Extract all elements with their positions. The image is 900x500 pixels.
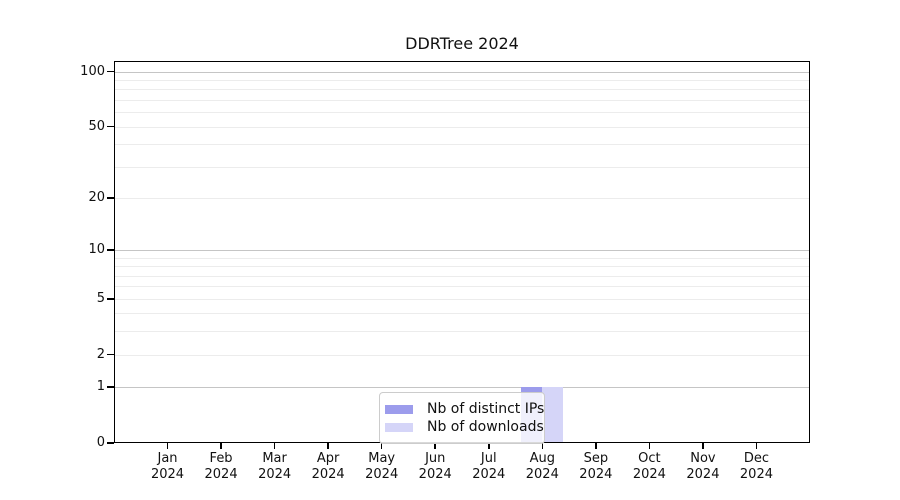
x-tick-label: Feb 2024 (191, 451, 251, 483)
y-tick (107, 353, 114, 356)
x-tick-label-month: Jun (425, 451, 446, 466)
minor-gridline (114, 99, 810, 101)
x-tick-label: Aug 2024 (512, 451, 572, 483)
y-tick-label: 2 (96, 346, 105, 362)
legend-label: Nb of distinct IPs (427, 401, 545, 417)
minor-gridline (114, 275, 810, 277)
x-tick (380, 443, 383, 449)
x-tick-label-month: Mar (262, 451, 287, 466)
y-tick-label: 100 (80, 63, 105, 79)
x-tick-label-month: May (368, 451, 396, 466)
x-tick (434, 443, 436, 449)
x-tick-label: Nov 2024 (673, 451, 733, 483)
x-tick-label-year: 2024 (686, 467, 720, 482)
y-tick-label: 1 (96, 379, 105, 395)
x-tick-label-year: 2024 (579, 467, 613, 482)
x-tick-label-month: Aug (529, 451, 555, 466)
y-tick (107, 70, 114, 73)
x-tick-label: Apr 2024 (298, 451, 358, 483)
y-tick-label: 50 (88, 118, 105, 134)
legend-swatch-downloads (385, 422, 413, 432)
legend-swatch-distinct-ips (385, 404, 413, 414)
x-tick-label-month: Dec (743, 451, 770, 466)
x-tick-label-year: 2024 (739, 467, 773, 482)
x-tick-label: Sep 2024 (566, 451, 626, 483)
minor-gridline (114, 331, 810, 333)
x-tick-label: May 2024 (352, 451, 412, 483)
x-tick-label-year: 2024 (472, 467, 506, 482)
y-tick (107, 442, 114, 444)
legend-item: Nb of distinct IPs (385, 401, 544, 417)
x-tick (166, 443, 169, 449)
legend: Nb of distinct IPs Nb of downloads (379, 392, 545, 444)
minor-gridline (114, 257, 810, 259)
y-tick-label: 10 (88, 242, 105, 258)
chart-title: DDRTree 2024 (405, 34, 519, 53)
x-tick-label: Jul 2024 (459, 451, 519, 483)
minor-gridline (114, 354, 810, 356)
x-tick-label: Dec 2024 (726, 451, 786, 483)
y-tick-label: 0 (96, 435, 105, 450)
x-tick-label: Oct 2024 (619, 451, 679, 483)
x-tick (541, 443, 544, 449)
x-tick-label-year: 2024 (258, 467, 292, 482)
x-tick-label-year: 2024 (632, 467, 666, 482)
x-tick-label-month: Jan (157, 451, 178, 466)
minor-gridline (114, 197, 810, 199)
major-gridline (114, 250, 810, 252)
x-tick (702, 443, 704, 449)
x-tick-label-month: Feb (209, 451, 233, 466)
x-tick-label-month: Apr (316, 451, 340, 466)
major-gridline (114, 71, 810, 73)
y-tick-label: 5 (96, 290, 105, 306)
y-tick (107, 249, 114, 251)
minor-gridline (114, 166, 810, 168)
y-tick (107, 197, 114, 199)
minor-gridline (114, 266, 810, 268)
minor-gridline (114, 286, 810, 288)
x-tick-label: Mar 2024 (245, 451, 305, 483)
x-tick-label-year: 2024 (150, 467, 185, 482)
x-tick-label-month: Oct (638, 451, 661, 466)
minor-gridline (114, 79, 810, 81)
y-tick (107, 386, 114, 388)
x-tick (648, 443, 651, 449)
x-tick (755, 443, 758, 449)
x-tick-label-month: Nov (690, 451, 716, 466)
y-tick-label: 20 (88, 189, 105, 205)
x-tick-label-year: 2024 (418, 467, 452, 482)
minor-gridline (114, 89, 810, 91)
x-tick-label-month: Jul (480, 451, 497, 466)
x-tick-label-year: 2024 (204, 467, 238, 482)
bar-downloads (542, 387, 564, 443)
plot-area (114, 61, 810, 443)
y-tick (107, 298, 114, 300)
x-tick (273, 443, 276, 449)
x-tick-label-year: 2024 (525, 467, 559, 482)
legend-item: Nb of downloads (385, 419, 544, 435)
x-tick-label-year: 2024 (365, 467, 399, 482)
x-tick (488, 443, 490, 449)
x-tick-label-month: Sep (583, 451, 609, 466)
minor-gridline (114, 126, 810, 128)
x-tick-label-year: 2024 (311, 467, 345, 482)
x-tick (595, 443, 597, 449)
minor-gridline (114, 112, 810, 114)
minor-gridline (114, 144, 810, 146)
x-tick-label: Jan 2024 (138, 451, 198, 483)
minor-gridline (114, 298, 810, 300)
legend-label: Nb of downloads (427, 419, 544, 435)
x-tick (327, 443, 329, 449)
y-tick (107, 125, 114, 128)
x-tick-label: Jun 2024 (405, 451, 465, 483)
x-tick (220, 443, 222, 449)
minor-gridline (114, 313, 810, 315)
major-gridline (114, 387, 810, 389)
